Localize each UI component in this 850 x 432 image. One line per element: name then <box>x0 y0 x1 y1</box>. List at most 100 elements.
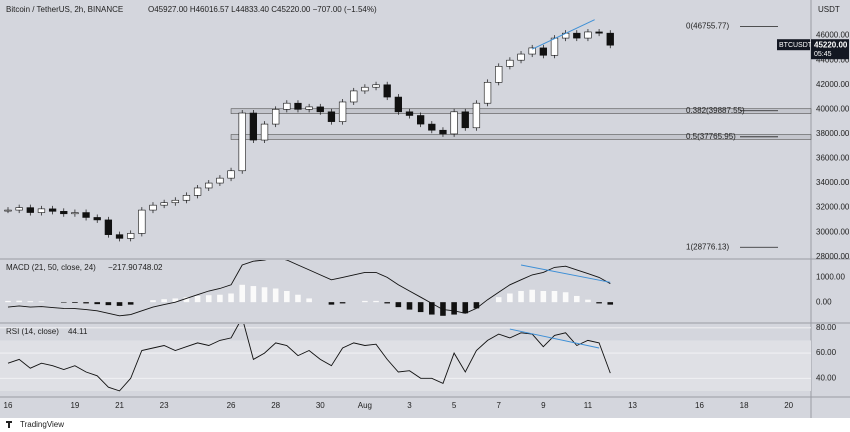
x-tick-label: 13 <box>628 401 637 410</box>
candle <box>48 208 57 212</box>
x-tick-label: 7 <box>496 401 501 410</box>
histogram-bar <box>72 302 78 303</box>
histogram-bar <box>295 294 301 303</box>
countdown: 05:45 <box>814 51 832 58</box>
y-tick-label: 0.00 <box>816 297 832 306</box>
candle <box>26 207 34 213</box>
x-tick-label: 11 <box>584 401 593 410</box>
candle <box>361 86 369 92</box>
candle <box>93 217 101 221</box>
x-tick-label: 16 <box>695 401 704 410</box>
x-tick-label: Aug <box>358 401 372 410</box>
x-tick-label: 26 <box>227 401 236 410</box>
y-tick-label: 40.00 <box>816 373 837 382</box>
y-tick-label: 1000.00 <box>816 272 845 281</box>
histogram-bar <box>5 300 11 303</box>
histogram-bar <box>462 302 469 314</box>
histogram-bar <box>183 297 190 303</box>
histogram-bar <box>562 292 569 303</box>
fib-label: 1(28776.13) <box>686 242 729 251</box>
y-tick-label: 30000.00 <box>816 227 850 236</box>
candle <box>305 106 313 110</box>
candle <box>294 102 302 110</box>
y-tick-label: 38000.00 <box>816 129 850 138</box>
histogram-bar <box>540 291 547 303</box>
x-tick-label: 23 <box>160 401 169 410</box>
divergence-line <box>520 264 611 283</box>
support-zone <box>230 134 812 140</box>
candle <box>15 207 23 211</box>
macd-title: MACD (21, 50, close, 24) <box>6 263 96 272</box>
candle <box>350 90 358 103</box>
candle <box>584 31 592 39</box>
candle <box>316 106 324 113</box>
support-zone <box>230 108 812 114</box>
histogram-bar <box>585 299 591 303</box>
histogram-bar <box>284 291 290 303</box>
candle <box>149 204 157 211</box>
candle <box>60 211 68 215</box>
candle <box>606 32 614 46</box>
histogram-bar <box>384 302 390 304</box>
y-tick-label: 44000.00 <box>816 55 850 64</box>
candle <box>439 129 447 135</box>
x-tick-label: 21 <box>115 401 124 410</box>
histogram-bar <box>373 300 379 303</box>
y-tick-label: 36000.00 <box>816 154 850 163</box>
candle <box>338 101 347 122</box>
candle <box>104 219 113 235</box>
histogram-bar <box>16 300 22 303</box>
histogram-bar <box>529 289 535 303</box>
rsi-band <box>0 340 811 391</box>
price-tag <box>811 39 849 60</box>
candle <box>171 199 179 204</box>
histogram-bar <box>574 295 580 303</box>
histogram-bar <box>228 293 234 303</box>
histogram-bar <box>261 287 268 303</box>
candle <box>182 195 191 201</box>
candle <box>506 59 514 67</box>
candle <box>450 111 458 135</box>
candle <box>82 212 90 218</box>
candle <box>517 53 525 61</box>
histogram-bar <box>507 293 513 303</box>
candle <box>260 123 269 141</box>
candle <box>37 208 46 213</box>
candle <box>461 111 469 129</box>
macd-value: 748.02 <box>138 263 163 272</box>
x-tick-label: 19 <box>70 401 79 410</box>
candle <box>71 212 79 215</box>
rsi-line <box>7 324 611 392</box>
histogram-bar <box>551 291 558 303</box>
candle <box>383 84 391 98</box>
fib-label: 0(46755.77) <box>686 21 729 30</box>
candle <box>238 112 246 172</box>
candle <box>127 233 135 239</box>
candle <box>372 84 380 88</box>
divergence-line <box>531 19 595 50</box>
divergence-line <box>509 328 600 349</box>
symbol-tag <box>777 39 810 51</box>
footer-bar <box>0 418 850 432</box>
rsi-title: RSI (14, close) <box>6 327 59 336</box>
candle <box>160 202 168 206</box>
macd-value: −217.90 <box>108 263 138 272</box>
fib-label: 0.5(37765.95) <box>686 132 736 141</box>
histogram-bar <box>440 302 446 316</box>
x-tick-label: 28 <box>271 401 280 410</box>
y-tick-label: 40000.00 <box>816 104 850 113</box>
y-tick-label: 60.00 <box>816 348 837 357</box>
histogram-bar <box>194 295 201 303</box>
histogram-bar <box>105 302 112 306</box>
histogram-bar <box>518 291 524 303</box>
candle <box>539 47 547 56</box>
histogram-bar <box>596 302 602 304</box>
main-title: Bitcoin / TetherUS, 2h, BINANCE <box>6 5 123 14</box>
histogram-bar <box>473 302 480 309</box>
histogram-bar <box>250 286 257 303</box>
histogram-bar <box>429 302 435 315</box>
candle <box>428 123 436 131</box>
histogram-bar <box>239 284 245 303</box>
histogram-bar <box>607 302 614 305</box>
